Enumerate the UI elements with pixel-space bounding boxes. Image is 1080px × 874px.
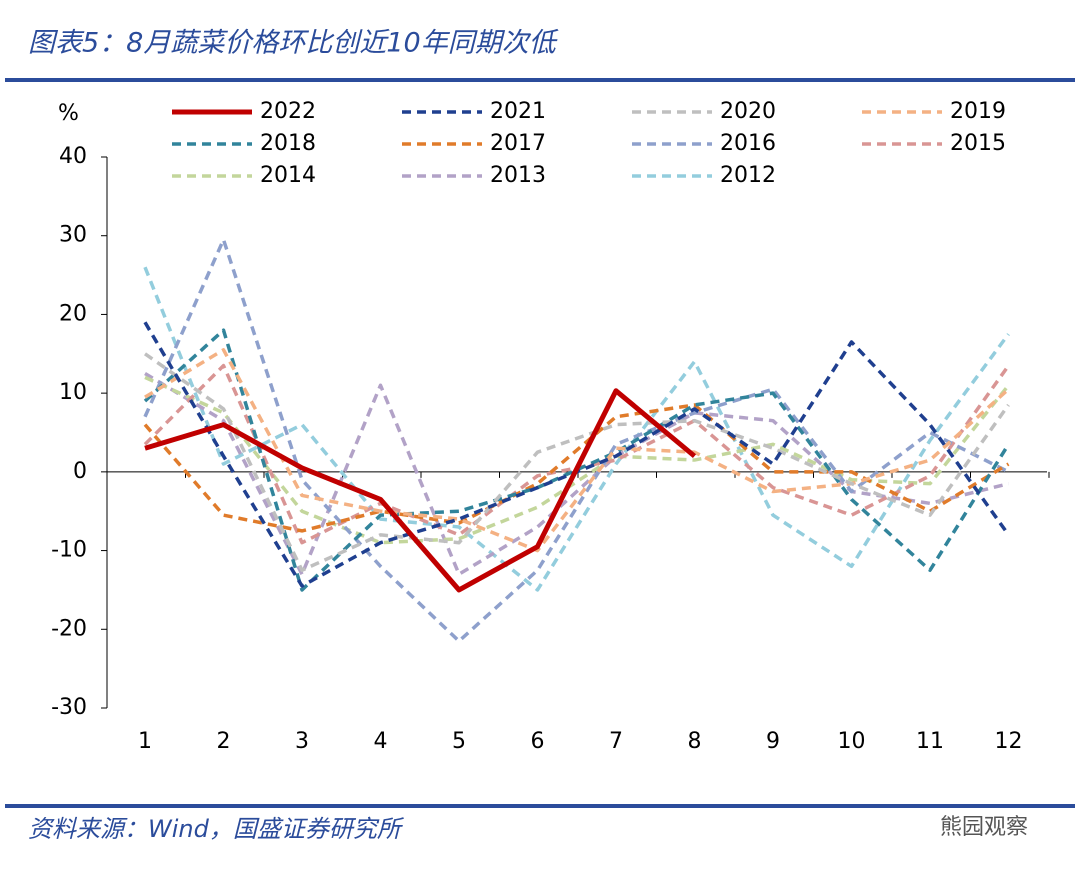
y-tick-label: 20 bbox=[59, 301, 87, 326]
line-series bbox=[143, 328, 1010, 592]
line-series bbox=[144, 371, 1009, 576]
x-tick-label: 2 bbox=[217, 729, 231, 754]
source: 资料来源：Wind，国盛证券研究所 bbox=[28, 815, 405, 843]
y-tick-label: -10 bbox=[51, 538, 87, 563]
x-tick-label: 7 bbox=[609, 729, 623, 754]
legend-label: 2018 bbox=[260, 131, 316, 156]
y-tick-label: 0 bbox=[73, 459, 87, 484]
x-tick-label: 6 bbox=[531, 729, 545, 754]
legend-label: 2019 bbox=[950, 99, 1006, 124]
line-series bbox=[144, 348, 1010, 553]
x-tick-label: 4 bbox=[374, 729, 388, 754]
y-tick-label: 40 bbox=[59, 144, 87, 169]
x-tick-label: 5 bbox=[452, 729, 466, 754]
x-tick-label: 11 bbox=[916, 729, 944, 754]
x-tick-label: 10 bbox=[838, 729, 866, 754]
x-tick-label: 12 bbox=[995, 729, 1023, 754]
legend-label: 2015 bbox=[950, 131, 1006, 156]
legend-label: 2013 bbox=[490, 163, 546, 188]
footer-rule bbox=[5, 804, 1075, 808]
legend-label: 2017 bbox=[490, 131, 546, 156]
chart-title: 图表5：8月蔬菜价格环比创近10年同期次低 bbox=[28, 28, 559, 59]
x-tick-label: 8 bbox=[688, 729, 702, 754]
legend-label: 2012 bbox=[720, 163, 776, 188]
x-tick-label: 9 bbox=[766, 729, 780, 754]
x-tick-label: 1 bbox=[138, 729, 152, 754]
line-series bbox=[143, 352, 1010, 572]
y-tick-label: 30 bbox=[59, 223, 87, 248]
y-tick-label: -30 bbox=[51, 695, 87, 720]
y-tick-label: -20 bbox=[51, 616, 87, 641]
y-axis-label: % bbox=[58, 101, 79, 126]
y-tick-label: 10 bbox=[59, 380, 87, 405]
legend-label: 2020 bbox=[720, 99, 776, 124]
line-series bbox=[144, 388, 697, 593]
header-rule bbox=[5, 78, 1075, 82]
line-series bbox=[143, 237, 1010, 643]
legend-label: 2016 bbox=[720, 131, 776, 156]
line-series bbox=[143, 266, 1010, 592]
watermark: 熊园观察 bbox=[940, 815, 1028, 840]
legend-label: 2021 bbox=[490, 99, 546, 124]
x-tick-label: 3 bbox=[295, 729, 309, 754]
legend-label: 2014 bbox=[260, 163, 316, 188]
legend-label: 2022 bbox=[260, 99, 316, 124]
